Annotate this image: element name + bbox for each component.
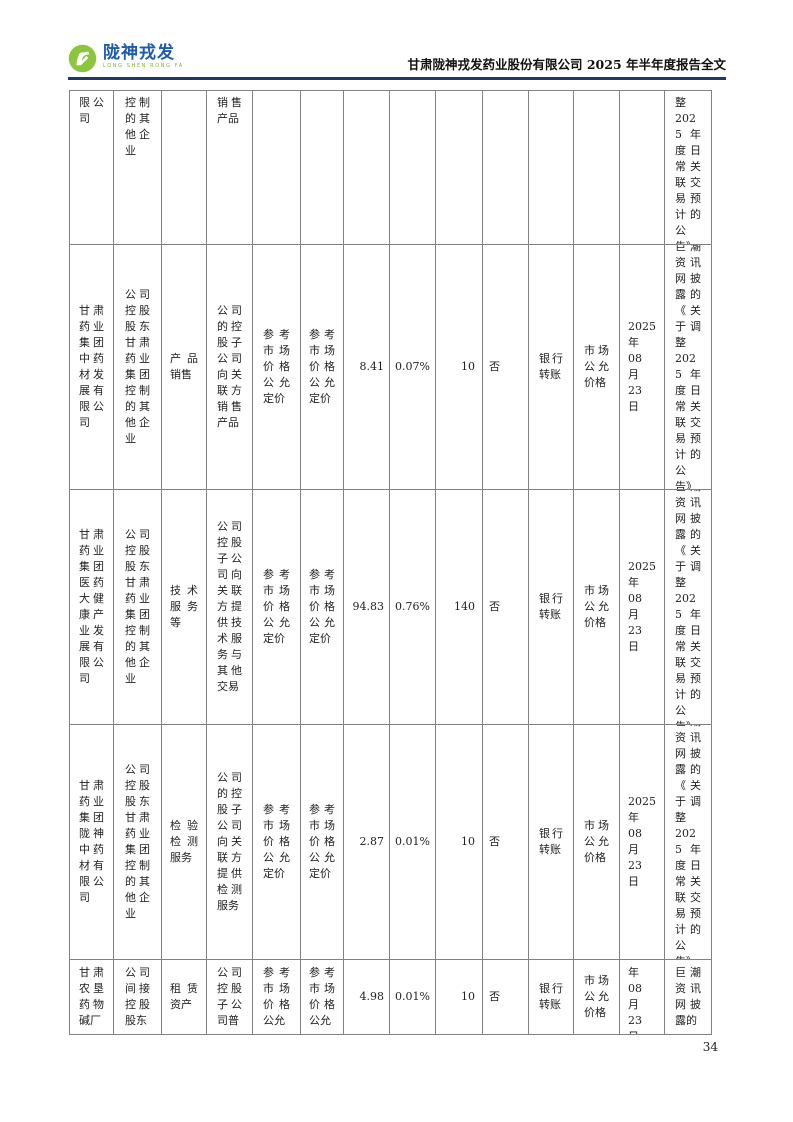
table-cell: 参考市场价格公允 [309, 966, 335, 1027]
table-cell: 巨潮资讯网披露的《关于调整2025年度日常关联交易预计的公告》 [675, 245, 701, 489]
table-cell: 巨潮资讯网披露的《关于调整2025年度日常关联交易预计的公告》 [675, 490, 701, 724]
table-cell: 2025 年 08 月 23 日 [628, 960, 656, 1034]
table-cell: 10 [461, 360, 475, 373]
table-cell: 租赁资产 [170, 982, 198, 1011]
table-cell: 参考市场价格公允定价 [263, 328, 290, 405]
table-cell: 2025 年 08 月 23 日 [628, 795, 656, 888]
table-cell [529, 91, 573, 244]
table-cell: 银行转账 [539, 352, 563, 381]
table-cell [253, 91, 300, 244]
table-cell: 参考市场价格公允 [263, 966, 290, 1027]
table-cell: 公司控股子公司向关联方提供技术服务与其他交易 [217, 520, 242, 693]
table-cell: 甘肃药业集团中药材发展有限公司 [79, 304, 104, 429]
table-cell: 银行转账 [539, 827, 563, 856]
table-cell: 销售产品 [217, 96, 242, 125]
table-cell: 公司控股股东甘肃药业集团控制的其他企业 [125, 288, 150, 445]
table-cell: 市场公允价格 [584, 344, 609, 389]
table-cell [620, 91, 664, 244]
table-cell: 否 [489, 990, 500, 1003]
table-cell: 巨潮资讯网披露的《关于调整2025年度日常关联交易预计的公告》 [675, 725, 701, 959]
table-cell: 限公司 [79, 96, 104, 125]
table-cell: 否 [489, 600, 500, 613]
table-cell: 公司的控股子公司向关联方提供检测服务 [217, 771, 242, 912]
table-cell: 0.07% [395, 360, 430, 373]
table-cell [436, 91, 482, 244]
table-cell: 公司的控股子公司向关联方销售产品 [217, 304, 242, 429]
table-cell: 8.41 [359, 360, 385, 373]
logo-name-en: LONG SHEN RONG FA [103, 63, 184, 69]
report-title: 甘肃陇神戎发药业股份有限公司 2025 年半年度报告全文 [407, 57, 727, 72]
logo-name-cn: 陇神戎发 [103, 43, 175, 63]
related-party-transactions-table: 限公司 控制的其他企业 销售产品 整2025年度日常关联交易预计的公告》 甘肃药… [69, 90, 712, 1035]
table-cell [301, 91, 343, 244]
table-cell: 140 [454, 600, 475, 613]
table-cell: 甘肃药业集团陇神中药材有限公司 [79, 779, 104, 904]
table-cell [162, 91, 206, 244]
table-cell: 94.83 [352, 600, 385, 613]
table-cell: 否 [489, 360, 500, 373]
table-row: 甘肃农垦药物碱厂 公司间接控股股东 租赁资产 公司控股子公司普 参考市场价格公允… [69, 959, 712, 1035]
table-cell: 整2025年度日常关联交易预计的公告》 [675, 96, 701, 244]
table-cell: 2025 年 08 月 23 日 [628, 320, 656, 413]
table-cell: 公司控股股东甘肃药业集团控制的其他企业 [125, 528, 150, 685]
company-logo: 陇神戎发 LONG SHEN RONG FA [68, 44, 184, 73]
table-cell: 公司控股股东甘肃药业集团控制的其他企业 [125, 763, 150, 920]
table-cell: 银行转账 [539, 592, 563, 621]
table-cell: 否 [489, 835, 500, 848]
table-cell: 0.01% [395, 835, 430, 848]
logo-text: 陇神戎发 LONG SHEN RONG FA [103, 43, 184, 70]
table-row: 甘肃药业集团中药材发展有限公司 公司控股股东甘肃药业集团控制的其他企业 产品销售… [69, 244, 712, 490]
table-cell: 市场公允价格 [584, 974, 609, 1019]
table-cell: 2025 年 08 月 23 日 [628, 560, 656, 653]
table-row: 甘肃药业集团陇神中药材有限公司 公司控股股东甘肃药业集团控制的其他企业 检验检测… [69, 724, 712, 960]
table-cell: 10 [461, 990, 475, 1003]
table-cell: 公司控股子公司普 [217, 966, 242, 1027]
table-cell: 2.87 [359, 835, 385, 848]
table-row: 限公司 控制的其他企业 销售产品 整2025年度日常关联交易预计的公告》 [69, 90, 712, 245]
logo-leaf-icon [68, 44, 97, 73]
table-cell: 甘肃药业集团医药大健康产业发展有限公司 [79, 528, 104, 685]
page-header: 陇神戎发 LONG SHEN RONG FA 甘肃陇神戎发药业股份有限公司 20… [68, 44, 726, 76]
table-cell: 市场公允价格 [584, 584, 609, 629]
table-cell: 检验检测服务 [170, 819, 198, 864]
table-cell: 控制的其他企业 [125, 96, 150, 157]
table-cell: 甘肃农垦药物碱厂 [79, 966, 104, 1027]
table-cell: 4.98 [359, 990, 385, 1003]
table-cell [574, 91, 619, 244]
table-cell: 0.01% [395, 990, 430, 1003]
table-cell: 0.76% [395, 600, 430, 613]
table-cell [390, 91, 435, 244]
table-cell: 市场公允价格 [584, 819, 609, 864]
table-cell: 产品销售 [170, 352, 198, 381]
table-row: 甘肃药业集团医药大健康产业发展有限公司 公司控股股东甘肃药业集团控制的其他企业 … [69, 489, 712, 725]
table-cell: 巨潮资讯网披露的 [675, 966, 701, 1027]
table-cell: 参考市场价格公允定价 [263, 568, 290, 645]
table-cell: 参考市场价格公允定价 [309, 803, 335, 880]
page-number: 34 [702, 1040, 718, 1054]
table-cell: 参考市场价格公允定价 [263, 803, 290, 880]
table-cell [344, 91, 389, 244]
table-cell: 10 [461, 835, 475, 848]
table-cell: 银行转账 [539, 982, 563, 1011]
table-cell [483, 91, 528, 244]
table-cell: 参考市场价格公允定价 [309, 568, 335, 645]
header-divider [68, 77, 726, 80]
table-cell: 技术服务等 [170, 584, 198, 629]
table-cell: 参考市场价格公允定价 [309, 328, 335, 405]
table-cell: 公司间接控股股东 [125, 966, 150, 1027]
